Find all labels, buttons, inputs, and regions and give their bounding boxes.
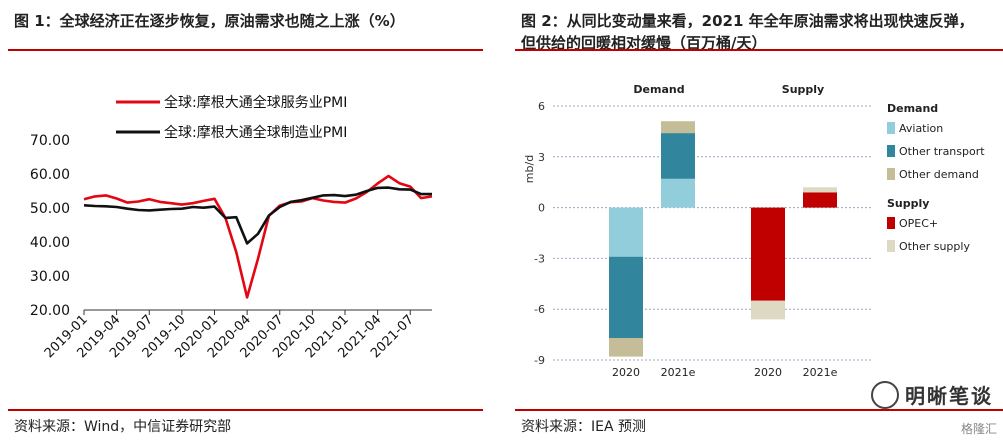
bar-segment-other-supply — [803, 187, 837, 193]
bar-segment-opec- — [803, 192, 837, 208]
legend-group-header: Supply — [887, 197, 929, 210]
series-line-1 — [83, 174, 433, 299]
legend-swatch — [887, 217, 895, 229]
y-tick-label: 30.00 — [30, 269, 70, 285]
legend-swatch — [887, 168, 895, 180]
pmi-y-axis: 20.00 30.00 40.00 50.00 60.00 70.00 — [30, 133, 70, 319]
y-tick-label: -3 — [534, 252, 545, 265]
legend-swatch — [887, 122, 895, 134]
wechat-icon — [871, 380, 899, 409]
y-tick-label: 70.00 — [30, 133, 70, 149]
figure-1-title: 图 1：全球经济正在逐步恢复，原油需求也随之上涨（%） — [14, 12, 405, 30]
legend-label: Other transport — [899, 145, 985, 158]
legend-label: Aviation — [899, 122, 943, 135]
top-rule — [515, 49, 1003, 51]
y-tick-label: 3 — [538, 151, 545, 164]
y-tick-label: 40.00 — [30, 235, 70, 251]
legend-label: OPEC+ — [899, 217, 938, 230]
corner-watermark: 格隆汇 — [960, 422, 997, 436]
bar-segment-aviation — [609, 207, 643, 257]
bottom-rule — [8, 409, 483, 411]
bar-segment-other-demand — [661, 121, 695, 134]
figure-2-title: 图 2：从同比变动量来看，2021 年全年原油需求将出现快速反弹， 但供给的回暖… — [521, 10, 974, 54]
figure-2-panel: 图 2：从同比变动量来看，2021 年全年原油需求将出现快速反弹， 但供给的回暖… — [515, 0, 1003, 445]
x-category-label: 2021e — [661, 366, 696, 379]
bar-x-axis: Demand Supply 2020 2021e 2020 2021e — [612, 83, 838, 379]
bar-gridlines — [553, 105, 871, 361]
x-category-label: 2021e — [803, 366, 838, 379]
bar-segment-other-supply — [751, 300, 785, 320]
bar-segment-opec- — [751, 207, 785, 301]
pmi-line-chart: 全球:摩根大通全球服务业PMI 全球:摩根大通全球制造业PMI 20.00 30.0… — [30, 94, 433, 361]
y-tick-label: 6 — [538, 100, 545, 113]
figure-2-title-line-1: 图 2：从同比变动量来看，2021 年全年原油需求将出现快速反弹， — [521, 12, 974, 30]
bar-y-axis: mb/d -9 -6 -3 0 3 6 — [523, 100, 545, 367]
bar-stacks — [609, 121, 837, 357]
bar-segment-other-transport — [609, 256, 643, 338]
legend-group-header: Demand — [887, 102, 938, 115]
bottom-rule — [515, 409, 1003, 411]
series-line-2 — [83, 186, 432, 245]
figure-2-title-line-2: 但供给的回暖相对缓慢（百万桶/天） — [521, 34, 767, 52]
y-tick-label: 60.00 — [30, 167, 70, 183]
figure-1-source: 资料来源：Wind，中信证券研究部 — [14, 419, 232, 435]
legend-swatch — [887, 145, 895, 157]
top-rule — [8, 49, 483, 51]
legend-label-2: 全球:摩根大通全球制造业PMI — [164, 124, 347, 141]
pmi-series-lines — [83, 174, 433, 299]
legend-swatch — [887, 240, 895, 252]
pmi-legend: 全球:摩根大通全球服务业PMI 全球:摩根大通全球制造业PMI — [116, 94, 347, 141]
y-tick-label: 20.00 — [30, 303, 70, 319]
x-category-label: 2020 — [754, 366, 782, 379]
legend-label-1: 全球:摩根大通全球服务业PMI — [164, 94, 347, 111]
y-tick-label: -9 — [534, 354, 545, 367]
figure-2-source: 资料来源：IEA 预测 — [521, 419, 647, 435]
group-header: Demand — [633, 83, 684, 96]
group-header: Supply — [782, 83, 824, 96]
y-tick-label: -6 — [534, 303, 545, 316]
y-tick-label: 50.00 — [30, 201, 70, 217]
legend-label: Other supply — [899, 240, 970, 253]
pmi-x-axis: 2019-012019-042019-072019-102020-012020-… — [42, 309, 432, 361]
figure-1-panel: 图 1：全球经济正在逐步恢复，原油需求也随之上涨（%） 全球:摩根大通全球服务业… — [0, 0, 487, 445]
brand-name: 明晰笔谈 — [905, 384, 993, 408]
bar-segment-other-transport — [661, 133, 695, 179]
x-category-label: 2020 — [612, 366, 640, 379]
oil-balance-bar-chart: mb/d -9 -6 -3 0 3 6 Demand Supply 2020 2021e 2020 2… — [523, 83, 985, 379]
y-axis-title: mb/d — [523, 155, 536, 183]
bar-segment-aviation — [661, 178, 695, 208]
bar-segment-other-demand — [609, 337, 643, 357]
legend-label: Other demand — [899, 168, 979, 181]
brand-logo: 明晰笔谈 — [871, 380, 993, 409]
bar-legend: Demand Aviation Other transport Other deman… — [887, 102, 985, 253]
y-tick-label: 0 — [538, 202, 545, 215]
